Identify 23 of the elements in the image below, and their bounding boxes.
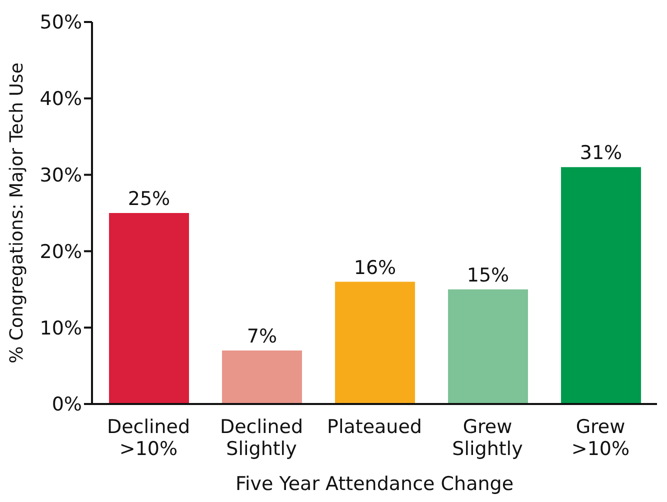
bar xyxy=(448,289,528,404)
data-label: 7% xyxy=(246,326,278,348)
x-tick-label: Declined Slightly xyxy=(220,416,304,460)
y-tick-label: 40% xyxy=(40,88,82,110)
data-label: 25% xyxy=(128,188,170,210)
x-tick-label: Plateaued xyxy=(327,416,422,438)
y-tick-label: 30% xyxy=(40,164,82,187)
bar xyxy=(109,213,189,404)
bar xyxy=(335,282,415,404)
bar xyxy=(222,350,302,404)
data-label: 31% xyxy=(580,142,622,164)
data-label: 15% xyxy=(466,264,510,286)
bar xyxy=(561,167,641,404)
y-tick-label: 20% xyxy=(40,240,82,263)
data-label: 16% xyxy=(354,256,396,279)
y-tick-label: 50% xyxy=(40,12,82,34)
y-tick-label: 0% xyxy=(52,394,82,416)
x-tick-label: Grew >10% xyxy=(571,416,630,460)
y-tick-label: 10% xyxy=(40,317,82,340)
x-tick-label: Declined >10% xyxy=(106,416,190,460)
x-axis-title: Five Year Attendance Change xyxy=(235,473,514,495)
y-axis-title: % Congregations: Major Tech Use xyxy=(6,62,28,364)
x-tick-label: Grew Slightly xyxy=(452,416,523,460)
